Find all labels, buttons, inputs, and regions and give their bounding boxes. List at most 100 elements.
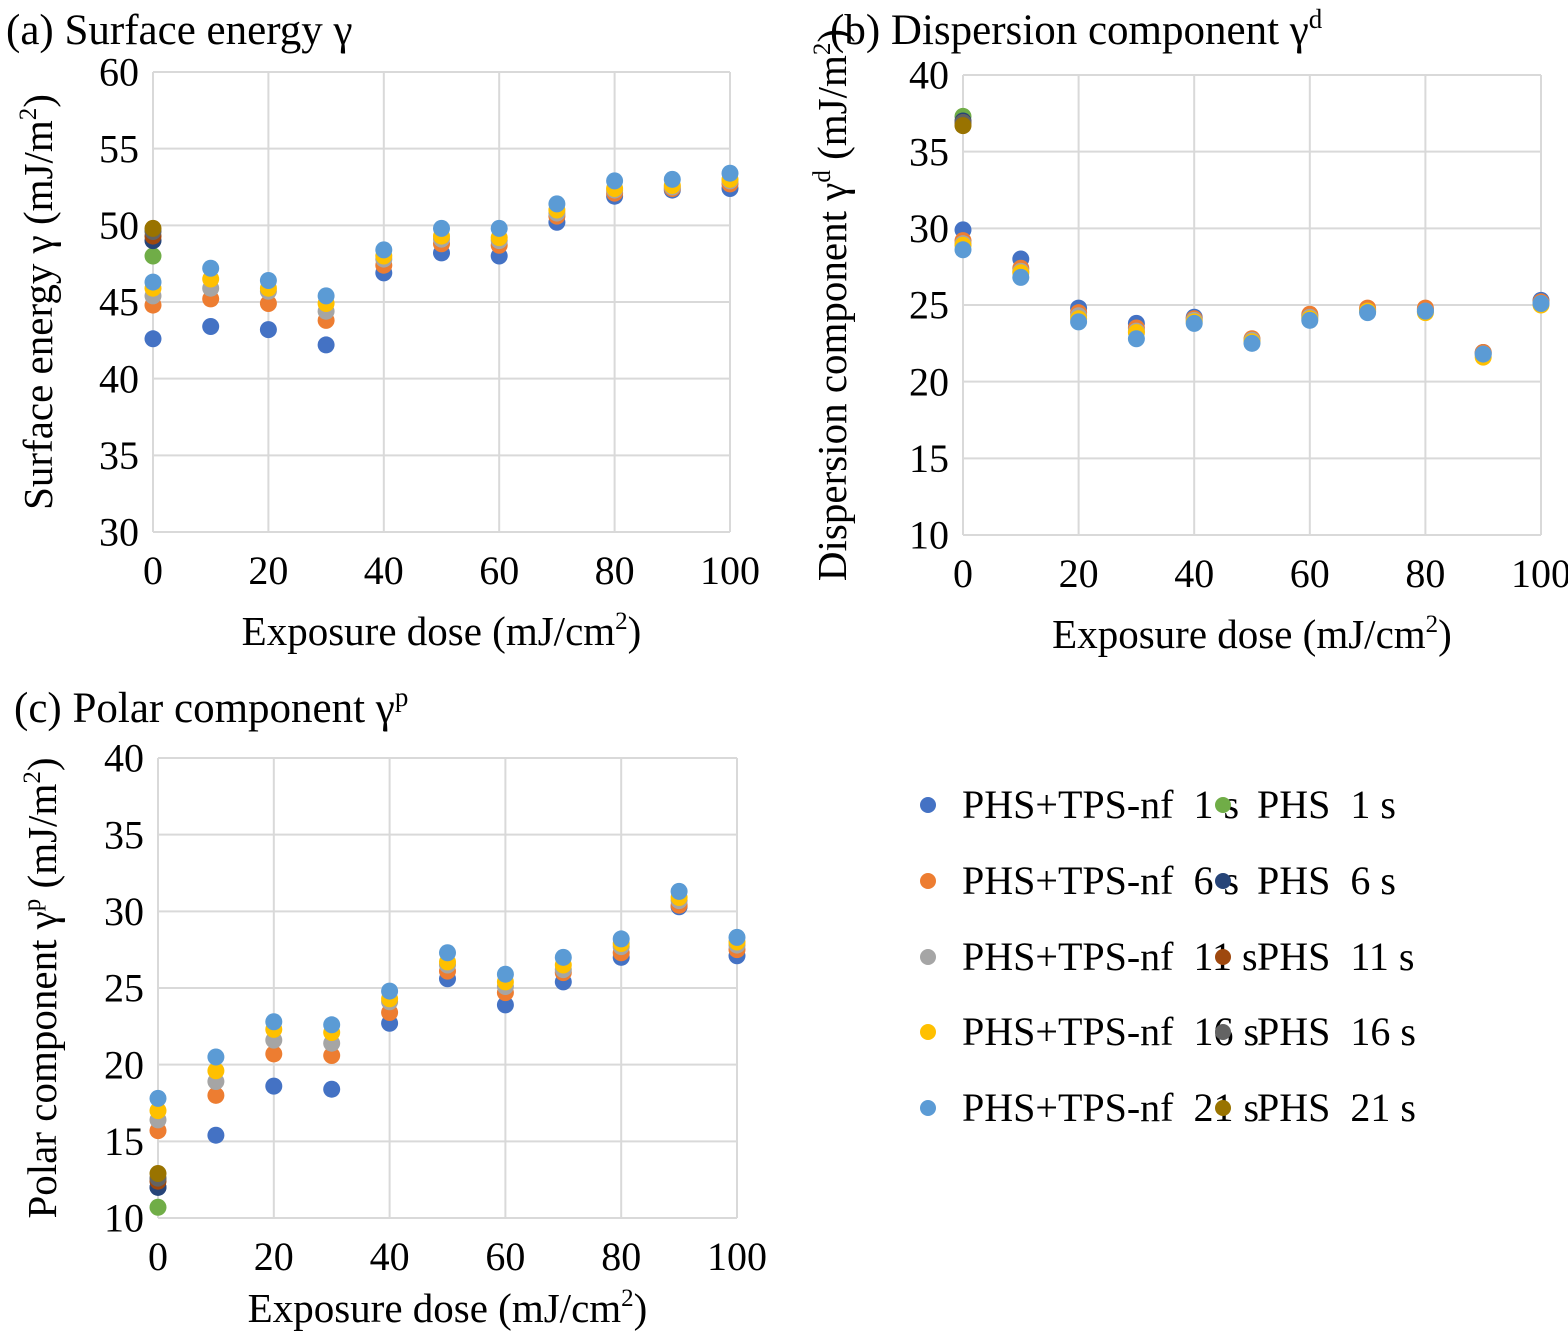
data-point <box>1185 314 1203 332</box>
series-phs-1-s <box>144 247 162 265</box>
data-point <box>1359 304 1377 322</box>
data-point <box>207 1048 225 1066</box>
series-phs-21-s <box>149 1165 167 1183</box>
series-phs-21-s <box>954 117 972 135</box>
y-tick-label: 60 <box>99 50 139 95</box>
x-tick-label: 100 <box>1511 551 1568 596</box>
legend-label: PHS+TPS-nf 1 s <box>962 782 1240 827</box>
data-point <box>323 1080 341 1098</box>
data-point <box>1474 345 1492 363</box>
data-point <box>265 1077 283 1095</box>
data-point <box>1416 302 1434 320</box>
y-tick-label: 15 <box>909 436 949 481</box>
legend-marker-icon <box>920 1100 936 1117</box>
data-point <box>1070 313 1088 331</box>
data-point <box>207 1062 225 1080</box>
data-point <box>433 219 450 237</box>
legend-label: PHS+TPS-nf 6 s <box>962 857 1240 903</box>
y-tick-label: 25 <box>909 283 949 328</box>
data-point <box>375 241 393 259</box>
data-point <box>323 1016 341 1034</box>
x-axis-label: Exposure dose (mJ/cm2) <box>248 1285 648 1331</box>
chart-b-dispersion-component: 10 15 20 25 30 35 40 0 20 40 60 80 100 (b) Dispersion… <box>809 4 1568 657</box>
data-point <box>439 944 456 962</box>
legend-label: PHS 16 s <box>1257 1009 1416 1055</box>
x-tick-label: 40 <box>370 1234 410 1279</box>
legend-label: PHS 1 s <box>1257 782 1396 827</box>
x-tick-label: 0 <box>148 1234 168 1279</box>
legend-marker-icon <box>920 797 936 813</box>
x-tick-label: 100 <box>707 1234 767 1279</box>
x-tick-label: 80 <box>595 548 635 593</box>
data-point <box>606 172 624 190</box>
data-point <box>265 1013 283 1031</box>
series-phs-tps-nf-11-s <box>149 892 746 1129</box>
data-point <box>490 219 508 237</box>
y-tick-label: 45 <box>99 280 139 325</box>
x-tick-label: 60 <box>479 548 519 593</box>
y-tick-label: 35 <box>99 433 139 478</box>
data-point <box>496 996 514 1014</box>
x-tick-label: 0 <box>953 551 973 596</box>
series-phs-tps-nf-21-s <box>954 241 1550 363</box>
y-tick-label: 30 <box>104 889 144 934</box>
legend-item-phs-tps-nf-21-s: PHS+TPS-nf 21 s <box>920 1085 1259 1131</box>
x-axis-label: Exposure dose (mJ/cm2) <box>1052 611 1452 657</box>
y-tick-label: 50 <box>99 203 139 248</box>
data-point <box>496 965 514 983</box>
x-tick-label: 80 <box>601 1234 641 1279</box>
y-tick-label: 35 <box>909 129 949 174</box>
data-point <box>728 928 746 946</box>
data-point <box>554 948 572 966</box>
legend-item-phs-6-s: PHS 6 s <box>1215 858 1396 904</box>
x-tick-label: 20 <box>248 548 288 593</box>
data-point <box>954 117 972 135</box>
data-point <box>259 272 277 290</box>
gridlines <box>152 71 731 533</box>
x-tick-label: 20 <box>254 1234 294 1279</box>
legend-label: PHS 11 s <box>1257 933 1415 979</box>
data-point <box>149 1102 167 1120</box>
data-point <box>259 295 277 313</box>
legend-marker-icon <box>1215 1100 1231 1117</box>
data-point <box>721 164 739 182</box>
chart-title: (a) Surface energy γ <box>6 7 353 54</box>
data-point <box>1012 268 1030 286</box>
y-tick-label: 40 <box>909 53 949 98</box>
legend-item-phs-tps-nf-6-s: PHS+TPS-nf 6 s <box>920 858 1239 904</box>
legend-label: PHS 21 s <box>1257 1085 1416 1131</box>
data-point <box>1127 330 1145 348</box>
legend-label: PHS+TPS-nf 16 s <box>962 1009 1260 1055</box>
series-phs-tps-nf-21-s <box>149 882 746 1107</box>
data-point <box>317 336 335 354</box>
data-point <box>1532 294 1550 312</box>
y-tick-label: 30 <box>909 206 949 251</box>
data-point <box>149 1165 167 1183</box>
y-tick-label: 10 <box>104 1196 144 1241</box>
series-phs-tps-nf-11-s <box>144 172 739 320</box>
data-point <box>149 1089 167 1107</box>
data-point <box>144 247 162 265</box>
gridlines <box>962 74 1542 536</box>
chart-a-surface-energy: 30 35 40 45 50 55 60 0 20 40 60 80 100 (a) Surface en… <box>6 7 760 654</box>
series-phs-tps-nf-16-s <box>144 170 739 313</box>
x-axis-label: Exposure dose (mJ/cm2) <box>242 608 642 654</box>
x-tick-labels: 0 20 40 60 80 100 <box>953 551 1568 596</box>
y-tick-label: 55 <box>99 126 139 171</box>
y-tick-label: 10 <box>909 513 949 558</box>
chart-title: (c) Polar component γp <box>14 682 408 732</box>
legend: PHS+TPS-nf 1 s PHS+TPS-nf 6 s PHS+TPS-nf 1… <box>880 770 1568 1200</box>
legend-label: PHS+TPS-nf 21 s <box>962 1085 1260 1131</box>
data-point <box>202 259 220 277</box>
data-point <box>548 195 566 213</box>
series-phs-tps-nf-1-s <box>149 898 746 1196</box>
series-phs-tps-nf-16-s <box>149 889 746 1120</box>
x-tick-label: 60 <box>485 1234 525 1279</box>
data-point <box>317 287 335 305</box>
series-phs-tps-nf-1-s <box>144 180 739 354</box>
x-tick-label: 60 <box>1290 551 1330 596</box>
y-axis-label: Polar component γp (mJ/m2) <box>19 757 65 1218</box>
data-point <box>265 1045 283 1063</box>
data-point <box>954 241 972 259</box>
